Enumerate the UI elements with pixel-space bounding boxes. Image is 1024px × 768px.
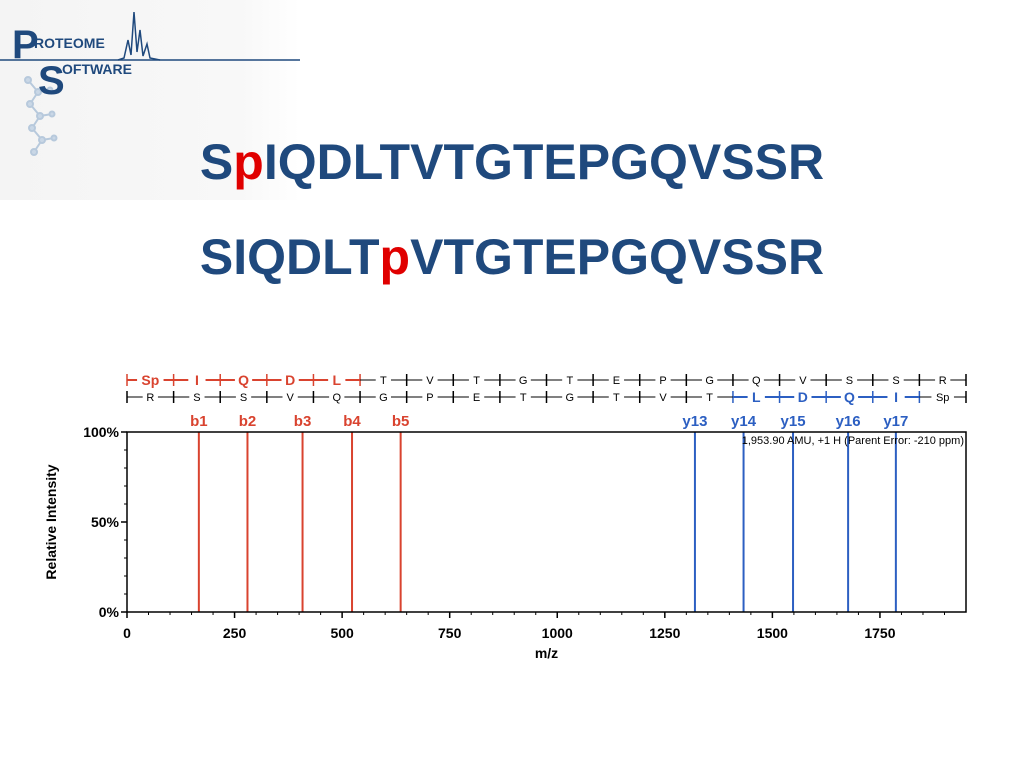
x-tick-label: 250	[223, 625, 247, 641]
x-tick-label: 1000	[542, 625, 573, 641]
ion-label-y13: y13	[682, 413, 707, 430]
residue-G: G	[705, 375, 714, 387]
y-axis-label: Relative Intensity	[43, 464, 59, 579]
residue-Q: Q	[752, 375, 761, 387]
residue-T: T	[566, 375, 573, 387]
residue-L: L	[752, 389, 761, 405]
peaks: b1 b2 b3 b4 b5 y13 y14 y15 y16 y17	[190, 413, 908, 612]
residue-S: S	[892, 375, 899, 387]
sequence-bottom-row: R S S V Q G P E T G T V T L D Q I Sp	[126, 389, 967, 405]
y-axis: 0% 50% 100%	[83, 424, 127, 620]
peptide-title-1: SpIQDLTVTGTEPGQVSSR	[0, 133, 1024, 191]
residue-P: P	[426, 392, 433, 404]
y-tick-label: 100%	[83, 424, 119, 440]
residue-T: T	[473, 375, 480, 387]
residue-D: D	[285, 372, 295, 388]
title2-modification: p	[379, 229, 411, 285]
ion-label-b5: b5	[392, 413, 410, 430]
residue-D: D	[798, 389, 808, 405]
x-tick-label: 0	[123, 625, 131, 641]
title1-suffix: IQDLTVTGTEPGQVSSR	[263, 134, 825, 190]
parent-mass-annotation: 1,953.90 AMU, +1 H (Parent Error: -210 p…	[742, 435, 964, 447]
ion-label-y16: y16	[836, 413, 861, 430]
residue-G: G	[379, 392, 388, 404]
y-tick-label: 50%	[91, 514, 120, 530]
ion-label-b2: b2	[239, 413, 257, 430]
residue-T: T	[520, 392, 527, 404]
residue-E: E	[613, 375, 620, 387]
residue-G: G	[566, 392, 575, 404]
sequence-top-row: Sp I Q D L T V T G T E P G Q V S S R	[126, 372, 967, 388]
ion-label-y15: y15	[781, 413, 806, 430]
ion-label-b1: b1	[190, 413, 208, 430]
x-axis-label: m/z	[535, 645, 558, 661]
residue-V: V	[426, 375, 434, 387]
logo-line2: OFTWARE	[62, 61, 132, 77]
residue-G: G	[519, 375, 528, 387]
y-tick-label: 0%	[99, 604, 120, 620]
ion-label-y17: y17	[883, 413, 908, 430]
ion-label-b3: b3	[294, 413, 312, 430]
ion-label-y14: y14	[731, 413, 757, 430]
x-tick-label: 1500	[757, 625, 788, 641]
logo-big-s: S	[38, 59, 65, 103]
residue-P: P	[659, 375, 666, 387]
residue-T: T	[613, 392, 620, 404]
residue-Q: Q	[844, 389, 855, 405]
residue-Q: Q	[238, 372, 249, 388]
residue-V: V	[659, 392, 667, 404]
ms-spectrum-chart: Sp I Q D L T V T G T E P G Q V S S R R S S V Q G P E T G T V T L D Q I Sp …	[43, 372, 967, 661]
residue-T: T	[706, 392, 713, 404]
residue-S: S	[240, 392, 247, 404]
residue-S: S	[193, 392, 200, 404]
title2-prefix: SIQDLT	[199, 229, 380, 285]
residue-Sp: Sp	[141, 372, 159, 388]
x-tick-label: 1750	[864, 625, 895, 641]
residue-R: R	[939, 375, 947, 387]
residue-Sp: Sp	[936, 392, 949, 404]
residue-S: S	[846, 375, 853, 387]
logo-line1: ROTEOME	[34, 35, 105, 51]
molecule-chain-icon	[24, 76, 58, 156]
x-tick-label: 500	[330, 625, 354, 641]
logo-background	[0, 0, 300, 200]
residue-Q: Q	[332, 392, 341, 404]
title1-modification: p	[233, 134, 264, 190]
residue-L: L	[332, 372, 341, 388]
ion-label-b4: b4	[343, 413, 361, 430]
residue-I: I	[195, 372, 199, 388]
peptide-title-2: SIQDLTpVTGTEPGQVSSR	[0, 228, 1024, 286]
plot-frame	[126, 431, 967, 613]
residue-T: T	[380, 375, 387, 387]
title1-prefix: S	[199, 134, 234, 190]
residue-E: E	[473, 392, 480, 404]
title2-suffix: VTGTEPGQVSSR	[410, 229, 825, 285]
proteome-software-logo: P ROTEOME S OFTWARE	[0, 0, 300, 200]
x-tick-label: 750	[438, 625, 462, 641]
residue-V: V	[799, 375, 807, 387]
logo-peaks-icon	[117, 11, 161, 61]
residue-I: I	[894, 389, 898, 405]
residue-V: V	[286, 392, 294, 404]
residue-R: R	[146, 392, 154, 404]
logo-big-p: P	[12, 23, 39, 67]
x-tick-label: 1250	[649, 625, 680, 641]
x-axis: 0 250 500 750 1000 1250 1500 1750	[123, 612, 945, 641]
